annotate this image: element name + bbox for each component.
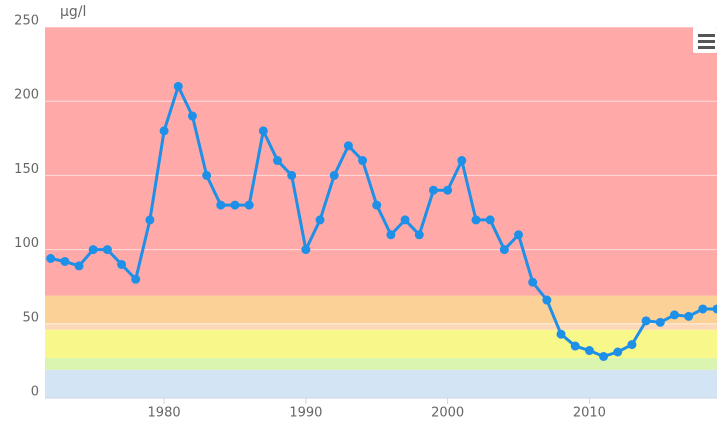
plot-band — [45, 357, 717, 370]
data-point — [669, 310, 679, 320]
plot-band — [45, 323, 717, 330]
data-point — [343, 141, 353, 151]
data-point — [698, 304, 708, 314]
plot-band — [45, 369, 717, 398]
x-tick-label: 1990 — [289, 406, 322, 421]
y-tick-label: 150 — [14, 162, 39, 177]
y-tick-label: 100 — [14, 236, 39, 251]
data-point — [88, 245, 98, 255]
data-point — [655, 317, 665, 327]
data-point — [556, 329, 566, 339]
data-point — [414, 230, 424, 240]
x-tick-label: 2000 — [431, 406, 464, 421]
plot-band — [45, 295, 717, 324]
data-point — [499, 245, 509, 255]
data-point — [528, 277, 538, 287]
data-point — [358, 156, 368, 166]
data-point — [145, 215, 155, 225]
y-tick-label: 250 — [14, 14, 39, 29]
data-point — [400, 215, 410, 225]
data-point — [457, 156, 467, 166]
data-point — [230, 200, 240, 210]
data-point — [301, 245, 311, 255]
data-point — [584, 346, 594, 356]
data-point — [187, 111, 197, 121]
data-point — [627, 340, 637, 350]
plot-band — [45, 27, 717, 296]
data-point — [485, 215, 495, 225]
data-point — [372, 200, 382, 210]
data-point — [287, 170, 297, 180]
data-point — [599, 351, 609, 361]
data-point — [386, 230, 396, 240]
data-point — [641, 316, 651, 326]
data-point — [471, 215, 481, 225]
data-point — [443, 185, 453, 195]
data-point — [570, 341, 580, 351]
data-point — [131, 274, 141, 284]
x-tick-label: 1980 — [148, 406, 181, 421]
y-tick-label: 200 — [14, 88, 39, 103]
data-point — [244, 200, 254, 210]
data-point — [159, 126, 169, 136]
data-point — [60, 256, 70, 266]
data-point — [712, 304, 717, 314]
x-tick-label: 2010 — [573, 406, 606, 421]
menu-bar — [698, 46, 715, 49]
menu-bar — [698, 34, 715, 37]
data-point — [117, 259, 127, 269]
menu-bar — [698, 40, 715, 43]
data-point — [315, 215, 325, 225]
y-tick-label: 50 — [22, 310, 39, 325]
y-unit-label: µg/l — [60, 4, 86, 20]
data-point — [202, 170, 212, 180]
data-point — [613, 347, 623, 357]
data-point — [542, 295, 552, 305]
data-point — [216, 200, 226, 210]
y-tick-label: 0 — [31, 385, 39, 400]
data-point — [684, 311, 694, 321]
data-point — [428, 185, 438, 195]
data-point — [273, 156, 283, 166]
data-point — [514, 230, 524, 240]
data-point — [258, 126, 268, 136]
data-point — [46, 254, 56, 264]
data-point — [102, 245, 112, 255]
data-point — [173, 81, 183, 91]
menu-button[interactable] — [693, 27, 717, 53]
data-point — [74, 261, 84, 271]
data-point — [329, 170, 339, 180]
